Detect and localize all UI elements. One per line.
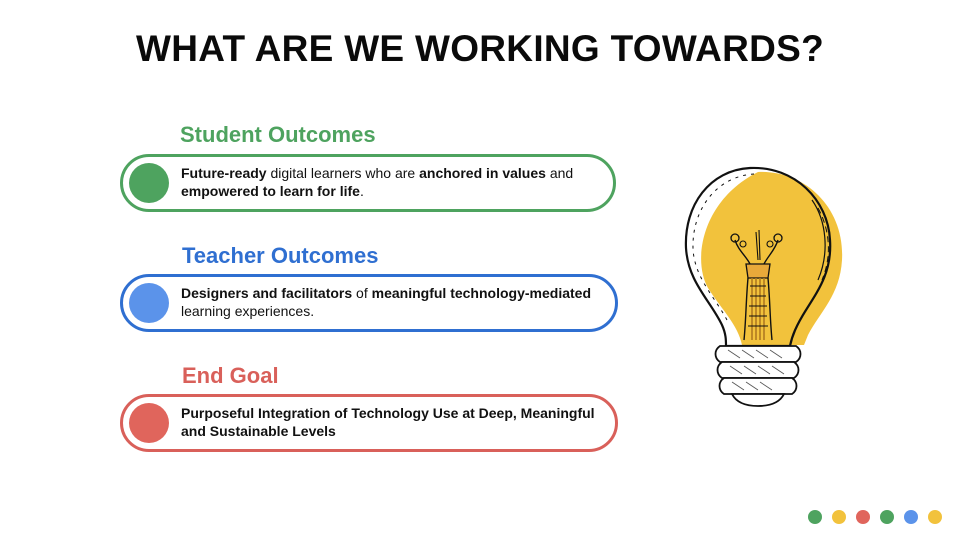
decorative-dot-icon: [904, 510, 918, 524]
decorative-dot-icon: [880, 510, 894, 524]
teacher-outcomes-card: Designers and facilitators of meaningful…: [120, 274, 618, 332]
teacher-outcomes-text: Designers and facilitators of meaningful…: [181, 284, 595, 320]
decorative-dots: [808, 510, 942, 524]
decorative-dot-icon: [832, 510, 846, 524]
teacher-outcomes-dot-icon: [129, 283, 169, 323]
end-goal-dot-icon: [129, 403, 169, 443]
student-outcomes-text: Future-ready digital learners who are an…: [181, 164, 593, 200]
lightbulb-icon: [680, 160, 850, 410]
description-fragment: empowered to learn for life: [181, 183, 360, 199]
student-outcomes-dot-icon: [129, 163, 169, 203]
description-fragment: learning experiences.: [181, 303, 315, 319]
description-fragment: anchored in values: [419, 165, 546, 181]
teacher-outcomes-heading: Teacher Outcomes: [182, 243, 379, 268]
description-fragment: .: [359, 183, 364, 199]
student-outcomes-heading: Student Outcomes: [180, 122, 376, 147]
end-goal-card: Purposeful Integration of Technology Use…: [120, 394, 618, 452]
decorative-dot-icon: [856, 510, 870, 524]
description-fragment: and: [545, 165, 574, 181]
decorative-dot-icon: [808, 510, 822, 524]
description-fragment: Designers and facilitators: [181, 285, 353, 301]
slide-title: WHAT ARE WE WORKING TOWARDS?: [135, 28, 825, 69]
description-fragment: digital learners who are: [266, 165, 420, 181]
end-goal-heading: End Goal: [182, 363, 279, 388]
end-goal-text: Purposeful Integration of Technology Use…: [181, 404, 595, 440]
student-outcomes-card: Future-ready digital learners who are an…: [120, 154, 616, 212]
description-fragment: meaningful technology-mediated: [371, 285, 591, 301]
decorative-dot-icon: [928, 510, 942, 524]
description-fragment: Future-ready: [181, 165, 267, 181]
description-fragment: of: [352, 285, 372, 301]
description-fragment: Purposeful Integration of Technology Use…: [181, 405, 595, 439]
